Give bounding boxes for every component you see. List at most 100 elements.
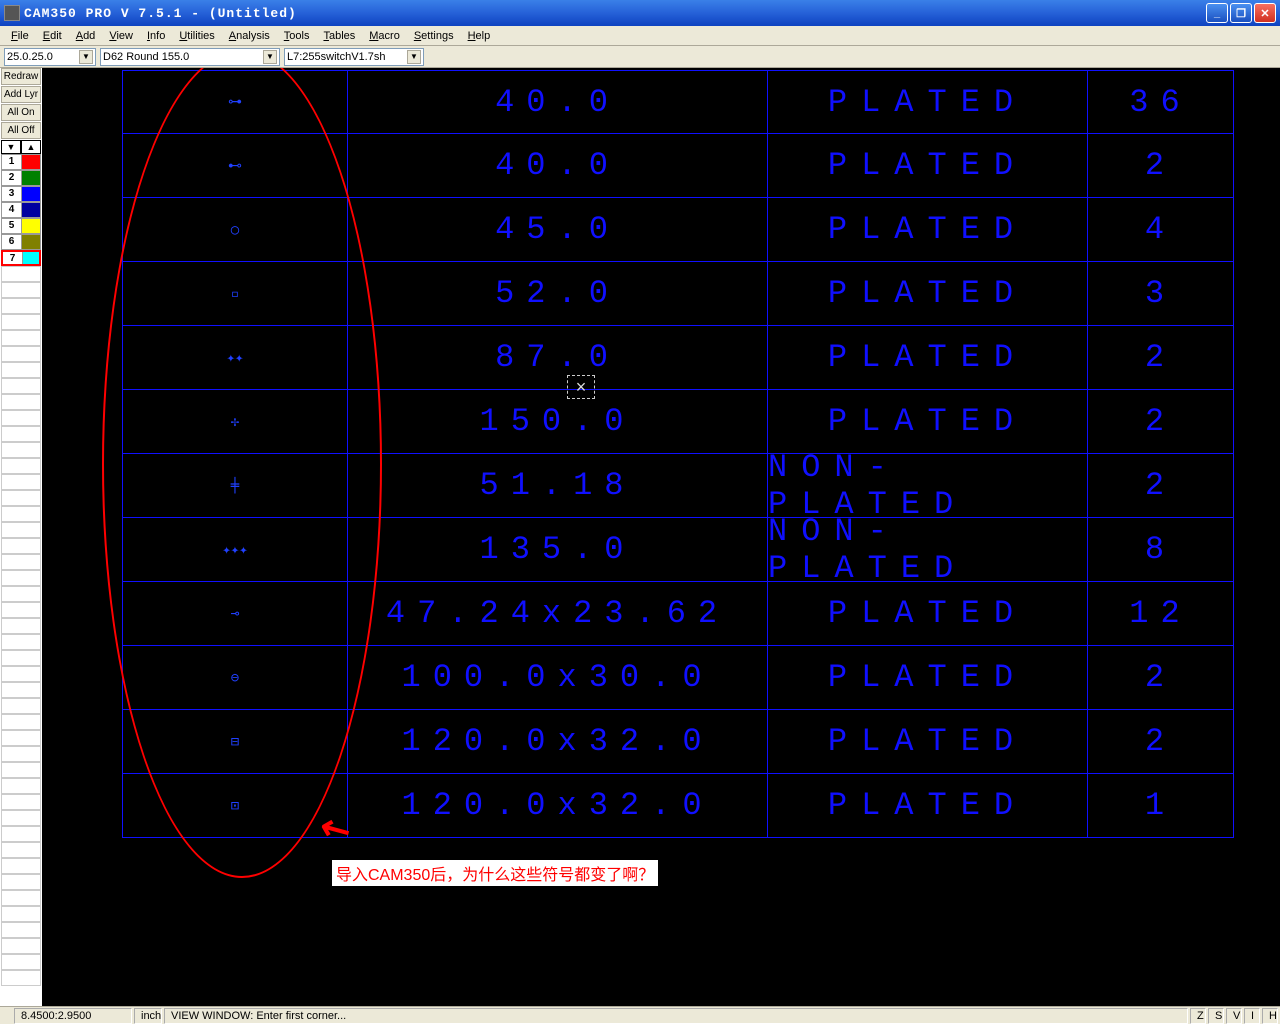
layer-empty bbox=[1, 426, 41, 442]
layer-row-6[interactable]: 6 bbox=[1, 234, 41, 250]
drill-qty: 3 bbox=[1088, 262, 1233, 325]
menu-add[interactable]: Add bbox=[69, 28, 103, 44]
layer-empty bbox=[1, 298, 41, 314]
layer-row-4[interactable]: 4 bbox=[1, 202, 41, 218]
status-flag-i[interactable]: I bbox=[1244, 1008, 1260, 1024]
drill-type: PLATED bbox=[768, 262, 1088, 325]
layer-empty bbox=[1, 954, 41, 970]
menu-macro[interactable]: Macro bbox=[362, 28, 407, 44]
layer-row-2[interactable]: 2 bbox=[1, 170, 41, 186]
layer-down-icon[interactable]: ▼ bbox=[1, 140, 21, 154]
layer-empty bbox=[1, 666, 41, 682]
layer-empty bbox=[1, 522, 41, 538]
menu-settings[interactable]: Settings bbox=[407, 28, 461, 44]
status-flag-v[interactable]: V bbox=[1226, 1008, 1242, 1024]
status-flag-h[interactable]: H bbox=[1262, 1008, 1278, 1024]
menubar: FileEditAddViewInfoUtilitiesAnalysisTool… bbox=[0, 26, 1280, 46]
menu-tools[interactable]: Tools bbox=[277, 28, 317, 44]
titlebar: CAM350 PRO V 7.5.1 - (Untitled) _ ❐ ✕ bbox=[0, 0, 1280, 26]
table-row: ⊖ 100.0x30.0PLATED2 bbox=[122, 646, 1234, 710]
window-title: CAM350 PRO V 7.5.1 - (Untitled) bbox=[24, 6, 1206, 21]
drill-qty: 36 bbox=[1088, 71, 1233, 133]
drill-size: 52.0 bbox=[348, 262, 768, 325]
menu-file[interactable]: File bbox=[4, 28, 36, 44]
layer-empty bbox=[1, 554, 41, 570]
drill-type: PLATED bbox=[768, 71, 1088, 133]
status-flag-z[interactable]: Z bbox=[1190, 1008, 1206, 1024]
table-row: ✦✦✦135.0NON-PLATED8 bbox=[122, 518, 1234, 582]
layer-up-icon[interactable]: ▲ bbox=[21, 140, 41, 154]
sidebar-all-off[interactable]: All Off bbox=[1, 122, 41, 139]
menu-analysis[interactable]: Analysis bbox=[222, 28, 277, 44]
maximize-button[interactable]: ❐ bbox=[1230, 3, 1252, 23]
layer-empty bbox=[1, 794, 41, 810]
aperture-combo[interactable]: D62 Round 155.0▼ bbox=[100, 48, 280, 66]
canvas[interactable]: ⊶40.0PLATED36⊷40.0PLATED2○45.0PLATED4 ▫ 52… bbox=[42, 68, 1280, 1006]
status-flag-s[interactable]: S bbox=[1208, 1008, 1224, 1024]
drill-symbol: ⊖ bbox=[231, 670, 239, 686]
drill-type: NON-PLATED bbox=[768, 454, 1088, 517]
layer-empty bbox=[1, 490, 41, 506]
menu-help[interactable]: Help bbox=[461, 28, 498, 44]
layer-empty bbox=[1, 810, 41, 826]
menu-tables[interactable]: Tables bbox=[316, 28, 362, 44]
table-row: ⊸ 47.24x23.62PLATED12 bbox=[122, 582, 1234, 646]
statusbar: 8.4500:2.9500 inch VIEW WINDOW: Enter fi… bbox=[0, 1006, 1280, 1024]
layer-empty bbox=[1, 842, 41, 858]
table-row: ⊡120.0x32.0PLATED1 bbox=[122, 774, 1234, 838]
layer-combo[interactable]: L7:255switchV1.7sh▼ bbox=[284, 48, 424, 66]
drill-type: PLATED bbox=[768, 710, 1088, 773]
drill-symbol: ▫ bbox=[231, 286, 239, 302]
layer-empty bbox=[1, 938, 41, 954]
layer-empty bbox=[1, 618, 41, 634]
drill-type: NON-PLATED bbox=[768, 518, 1088, 581]
minimize-button[interactable]: _ bbox=[1206, 3, 1228, 23]
drill-symbol: ✦✦✦ bbox=[222, 542, 247, 558]
table-row: ⊶40.0PLATED36 bbox=[122, 70, 1234, 134]
drill-size: 45.0 bbox=[348, 198, 768, 261]
layer-row-7[interactable]: 7 bbox=[1, 250, 41, 266]
drill-qty: 2 bbox=[1088, 646, 1233, 709]
drill-size: 100.0x30.0 bbox=[348, 646, 768, 709]
drill-symbol: ⊟ bbox=[231, 734, 239, 750]
layer-row-3[interactable]: 3 bbox=[1, 186, 41, 202]
sidebar-all-on[interactable]: All On bbox=[1, 104, 41, 121]
layer-row-1[interactable]: 1 bbox=[1, 154, 41, 170]
layer-row-5[interactable]: 5 bbox=[1, 218, 41, 234]
layer-empty bbox=[1, 650, 41, 666]
layer-empty bbox=[1, 730, 41, 746]
grid-combo[interactable]: 25.0.25.0▼ bbox=[4, 48, 96, 66]
annotation-text: 导入CAM350后，为什么这些符号都变了啊？ bbox=[332, 860, 658, 886]
drill-qty: 2 bbox=[1088, 390, 1233, 453]
drill-size: 47.24x23.62 bbox=[348, 582, 768, 645]
menu-utilities[interactable]: Utilities bbox=[172, 28, 221, 44]
drill-symbol: ✢ bbox=[231, 414, 239, 430]
sidebar-add-lyr[interactable]: Add Lyr bbox=[1, 86, 41, 103]
layer-empty bbox=[1, 698, 41, 714]
drill-type: PLATED bbox=[768, 582, 1088, 645]
drill-symbol: ✦✦ bbox=[227, 350, 244, 366]
close-button[interactable]: ✕ bbox=[1254, 3, 1276, 23]
drill-qty: 12 bbox=[1088, 582, 1233, 645]
layer-empty bbox=[1, 538, 41, 554]
status-message: VIEW WINDOW: Enter first corner... bbox=[164, 1008, 1188, 1024]
sidebar-redraw[interactable]: Redraw bbox=[1, 68, 41, 85]
drill-type: PLATED bbox=[768, 326, 1088, 389]
table-row: ○45.0PLATED4 bbox=[122, 198, 1234, 262]
drill-symbol: ⊷ bbox=[228, 158, 242, 174]
layer-empty bbox=[1, 458, 41, 474]
drill-qty: 2 bbox=[1088, 710, 1233, 773]
drill-symbol: ╪ bbox=[231, 478, 239, 494]
menu-info[interactable]: Info bbox=[140, 28, 172, 44]
layer-sidebar: RedrawAdd LyrAll OnAll Off▼▲1234567 bbox=[0, 68, 42, 1006]
layer-empty bbox=[1, 394, 41, 410]
drill-type: PLATED bbox=[768, 646, 1088, 709]
drill-symbol: ⊸ bbox=[231, 606, 239, 622]
menu-edit[interactable]: Edit bbox=[36, 28, 69, 44]
table-row: ▫ 52.0PLATED3 bbox=[122, 262, 1234, 326]
menu-view[interactable]: View bbox=[102, 28, 140, 44]
layer-empty bbox=[1, 586, 41, 602]
table-row: ⊷40.0PLATED2 bbox=[122, 134, 1234, 198]
drill-qty: 1 bbox=[1088, 774, 1233, 837]
drill-qty: 2 bbox=[1088, 454, 1233, 517]
